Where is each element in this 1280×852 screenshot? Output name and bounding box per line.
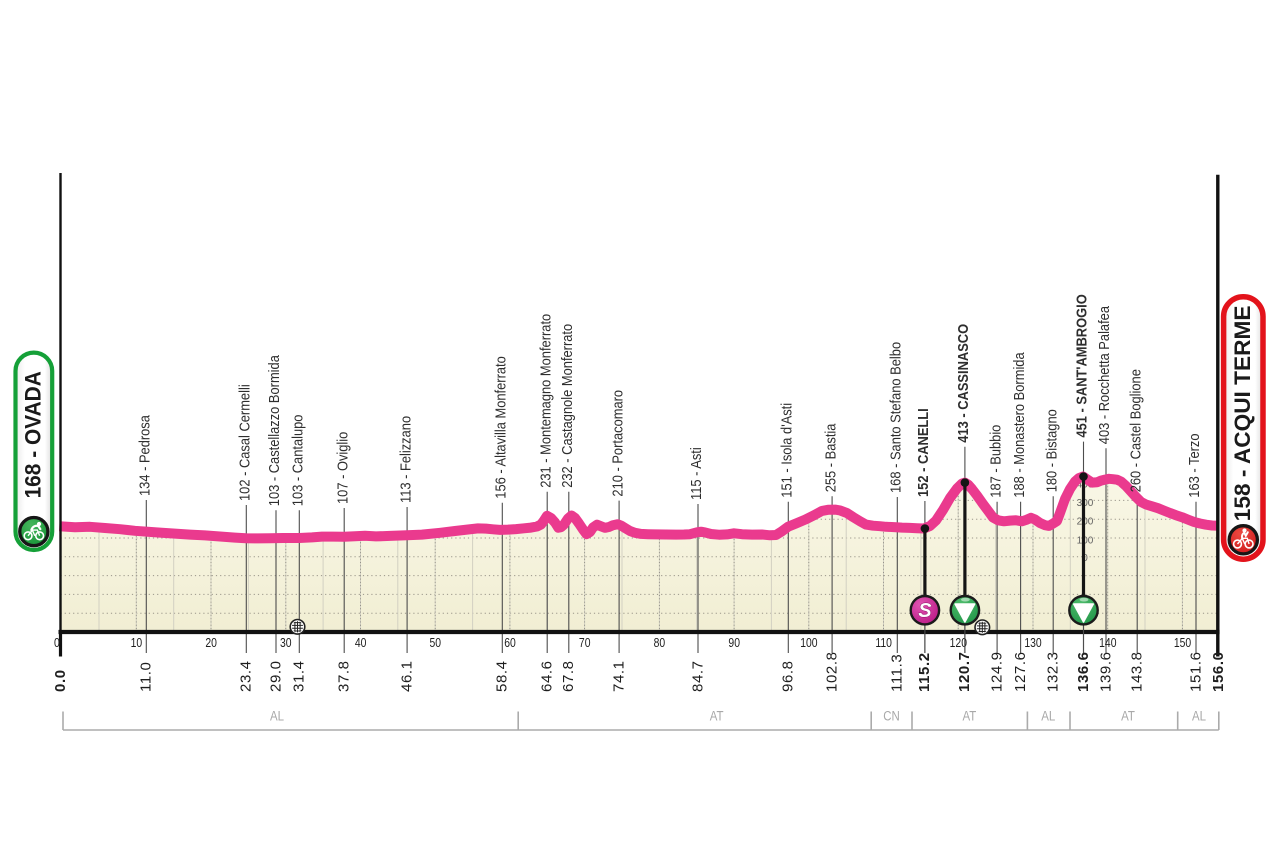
svg-text:AL: AL (270, 709, 284, 724)
svg-text:187 - Bubbio: 187 - Bubbio (986, 424, 1003, 497)
svg-text:120: 120 (950, 636, 968, 650)
svg-text:80: 80 (654, 636, 666, 650)
svg-text:139.6: 139.6 (1097, 651, 1114, 692)
svg-text:AT: AT (1121, 709, 1135, 724)
svg-text:180 - Bistagno: 180 - Bistagno (1042, 409, 1059, 492)
svg-text:300: 300 (1077, 498, 1094, 509)
svg-text:103 - Cantalupo: 103 - Cantalupo (289, 414, 306, 506)
svg-text:AT: AT (710, 709, 724, 724)
svg-text:11.0: 11.0 (138, 662, 155, 692)
svg-text:143.8: 143.8 (1129, 651, 1146, 692)
svg-text:40: 40 (355, 636, 367, 650)
svg-text:120.7: 120.7 (956, 651, 973, 692)
svg-text:134 - Pedrosa: 134 - Pedrosa (136, 415, 153, 496)
svg-text:64.6: 64.6 (539, 660, 556, 692)
svg-text:50: 50 (430, 636, 442, 650)
svg-text:115 - Asti: 115 - Asti (687, 447, 704, 500)
svg-text:CN: CN (883, 709, 900, 724)
svg-text:200: 200 (1077, 517, 1094, 528)
svg-text:113 - Felizzano: 113 - Felizzano (396, 416, 413, 503)
svg-text:100: 100 (1077, 536, 1094, 547)
svg-text:AT: AT (962, 709, 976, 724)
svg-text:0.0: 0.0 (52, 669, 69, 692)
svg-text:163 - Terzo: 163 - Terzo (1185, 433, 1202, 497)
svg-text:124.9: 124.9 (988, 651, 1005, 692)
svg-text:158 - ACQUI TERME: 158 - ACQUI TERME (1230, 305, 1255, 521)
svg-text:30: 30 (280, 636, 292, 650)
svg-text:23.4: 23.4 (238, 660, 255, 692)
svg-text:413 - CASSINASCO: 413 - CASSINASCO (954, 324, 971, 443)
svg-text:156 - Altavilla Monferrato: 156 - Altavilla Monferrato (492, 356, 509, 499)
svg-text:102.8: 102.8 (823, 651, 840, 692)
svg-text:84.7: 84.7 (689, 660, 706, 692)
svg-text:132.3: 132.3 (1045, 651, 1062, 692)
svg-text:0: 0 (54, 636, 60, 650)
svg-text:111.3: 111.3 (889, 654, 906, 692)
svg-text:107 - Oviglio: 107 - Oviglio (333, 431, 350, 504)
svg-text:152 - CANELLI: 152 - CANELLI (914, 408, 931, 497)
svg-text:110: 110 (875, 636, 892, 650)
svg-text:100: 100 (800, 636, 818, 650)
svg-text:74.1: 74.1 (610, 660, 627, 692)
svg-text:103 - Castellazzo Bormida: 103 - Castellazzo Bormida (265, 355, 282, 506)
svg-text:260 - Castel Boglione: 260 - Castel Boglione (1126, 369, 1143, 492)
svg-text:232 - Castagnole Monferrato: 232 - Castagnole Monferrato (558, 324, 575, 488)
svg-text:29.0: 29.0 (267, 660, 284, 692)
svg-text:20: 20 (205, 636, 217, 650)
svg-text:210 - Portacomaro: 210 - Portacomaro (608, 390, 625, 497)
svg-text:188 - Monastero Bormida: 188 - Monastero Bormida (1010, 352, 1027, 498)
svg-text:156.0: 156.0 (1210, 651, 1227, 692)
svg-text:130: 130 (1024, 636, 1042, 650)
svg-text:136.6: 136.6 (1075, 651, 1092, 692)
svg-text:10: 10 (131, 636, 143, 650)
svg-text:115.2: 115.2 (916, 652, 933, 692)
svg-text:AL: AL (1041, 709, 1055, 724)
svg-text:AL: AL (1192, 709, 1206, 724)
svg-text:168 - OVADA: 168 - OVADA (21, 371, 46, 498)
svg-text:31.4: 31.4 (291, 660, 308, 692)
svg-text:90: 90 (728, 636, 740, 650)
svg-text:403 - Rocchetta Palafea: 403 - Rocchetta Palafea (1095, 306, 1112, 444)
svg-text:151.6: 151.6 (1187, 651, 1204, 692)
svg-text:S: S (918, 600, 932, 622)
svg-text:102 - Casal Cermelli: 102 - Casal Cermelli (236, 384, 253, 501)
svg-text:58.4: 58.4 (494, 660, 511, 692)
svg-text:0: 0 (1082, 553, 1088, 564)
svg-text:150: 150 (1174, 636, 1192, 650)
svg-text:255 - Bastia: 255 - Bastia (821, 423, 838, 492)
svg-text:37.8: 37.8 (336, 660, 353, 692)
svg-text:231 - Montemagno Monferrato: 231 - Montemagno Monferrato (536, 314, 553, 488)
svg-text:96.8: 96.8 (780, 660, 797, 692)
svg-text:67.8: 67.8 (560, 660, 577, 692)
svg-text:151 - Isola d'Asti: 151 - Isola d'Asti (778, 403, 795, 498)
svg-text:168 - Santo Stefano Belbo: 168 - Santo Stefano Belbo (887, 342, 904, 493)
svg-text:127.6: 127.6 (1012, 651, 1029, 692)
svg-text:70: 70 (579, 636, 591, 650)
svg-text:451 - SANT'AMBROGIO: 451 - SANT'AMBROGIO (1073, 294, 1090, 437)
svg-text:140: 140 (1099, 636, 1117, 650)
svg-text:46.1: 46.1 (398, 660, 415, 692)
svg-text:60: 60 (504, 636, 516, 650)
